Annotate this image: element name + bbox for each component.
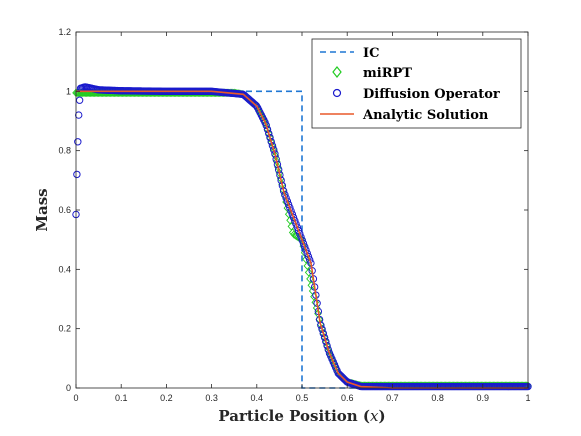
mirpt-marker: [303, 261, 312, 271]
y-tick-label: 0.8: [58, 146, 71, 156]
diffusion-marker: [322, 337, 330, 346]
legend-entry-analytic: Analytic Solution: [320, 108, 489, 123]
legend-marker-mirpt: [332, 66, 342, 78]
diffusion-marker: [288, 210, 297, 218]
diffusion-marker: [263, 125, 272, 134]
diffusion-marker: [301, 243, 309, 251]
diffusion-marker: [250, 99, 258, 108]
legend-label-analytic: Analytic Solution: [362, 108, 489, 123]
legend-label-ic: IC: [363, 46, 379, 61]
diffusion-marker: [266, 133, 274, 142]
diffusion-marker: [291, 217, 299, 225]
diffusion-marker: [75, 96, 84, 104]
diffusion-marker: [283, 197, 292, 205]
legend: IC miRPT Diffusion Operator Analytic Sol…: [311, 38, 522, 129]
legend-entry-ic: IC: [320, 46, 379, 61]
legend-entry-diffusion: Diffusion Operator: [332, 87, 500, 102]
x-tick-label: 0.9: [477, 393, 490, 403]
y-tick-label: 0: [66, 383, 71, 393]
y-tick-label: 0.4: [58, 264, 71, 274]
diffusion-marker: [267, 137, 275, 146]
diffusion-marker: [252, 102, 261, 110]
mirpt-marker: [306, 274, 314, 284]
diffusion-marker: [282, 194, 290, 202]
x-tick-label: 0.8: [431, 393, 444, 403]
diffusion-marker: [270, 146, 278, 154]
diffusion-marker: [287, 207, 295, 215]
diffusion-marker: [262, 121, 270, 130]
x-tick-label: 0.3: [205, 393, 218, 403]
diffusion-marker: [73, 170, 81, 179]
legend-label-diffusion: Diffusion Operator: [363, 87, 500, 102]
diffusion-marker: [294, 226, 303, 235]
diffusion-marker: [296, 230, 304, 238]
series-analytic-line: [76, 90, 528, 389]
x-tick-label: 0.6: [341, 393, 354, 403]
diffusion-marker: [324, 345, 332, 354]
diffusion-marker: [281, 190, 289, 199]
x-tick-label: 0.1: [115, 393, 128, 403]
y-tick-label: 0.6: [58, 205, 71, 215]
legend-box: [311, 38, 522, 129]
diffusion-marker: [289, 213, 298, 222]
x-tick-label: 0.2: [160, 393, 173, 403]
legend-entry-mirpt: miRPT: [332, 66, 412, 81]
legend-label-mirpt: miRPT: [363, 66, 412, 81]
diffusion-marker: [268, 141, 277, 150]
series-layer: [72, 83, 532, 391]
diffusion-marker: [305, 256, 314, 264]
diffusion-marker: [334, 369, 342, 377]
diffusion-marker: [293, 223, 301, 231]
x-tick-label: 0.5: [296, 393, 309, 403]
x-axis-title: Particle Position (x): [218, 407, 385, 425]
mirpt-marker: [302, 255, 310, 264]
y-tick-label: 0.2: [58, 324, 71, 334]
diffusion-marker: [75, 111, 83, 119]
y-axis-title: Mass: [33, 188, 51, 231]
diffusion-marker: [297, 233, 305, 241]
diffusion-marker: [323, 341, 331, 350]
ticks-layer: 0 0.1 0.2 0.3 0.4 0.5 0.6 0.7 0.8 0.9 1 0 0.2 0.4 0.6 0…: [58, 27, 530, 403]
legend-marker-diffusion: [332, 88, 342, 98]
mirpt-marker: [268, 142, 277, 151]
diffusion-marker: [299, 239, 308, 248]
diffusion-marker: [302, 246, 310, 254]
diffusion-marker: [336, 371, 345, 380]
x-tick-label: 1: [525, 393, 530, 403]
diffusion-marker: [265, 129, 273, 138]
x-tick-label: 0: [73, 393, 78, 403]
y-tick-label: 1: [66, 86, 71, 96]
diffusion-marker: [292, 220, 300, 228]
diffusion-marker: [318, 325, 326, 333]
x-tick-label: 0.4: [251, 393, 264, 403]
diffusion-marker: [319, 329, 328, 338]
diffusion-marker: [286, 204, 294, 212]
diffusion-marker: [298, 236, 306, 244]
x-tick-label: 0.7: [386, 393, 399, 403]
diffusion-marker: [284, 200, 293, 209]
diffusion-marker: [335, 370, 344, 379]
diffusion-marker: [303, 249, 311, 258]
diffusion-marker: [74, 138, 82, 146]
diffusion-marker: [317, 321, 325, 329]
diffusion-marker: [304, 252, 313, 261]
y-tick-label: 1.2: [58, 27, 71, 37]
mirpt-marker: [304, 268, 313, 277]
diffusion-marker: [320, 333, 329, 342]
